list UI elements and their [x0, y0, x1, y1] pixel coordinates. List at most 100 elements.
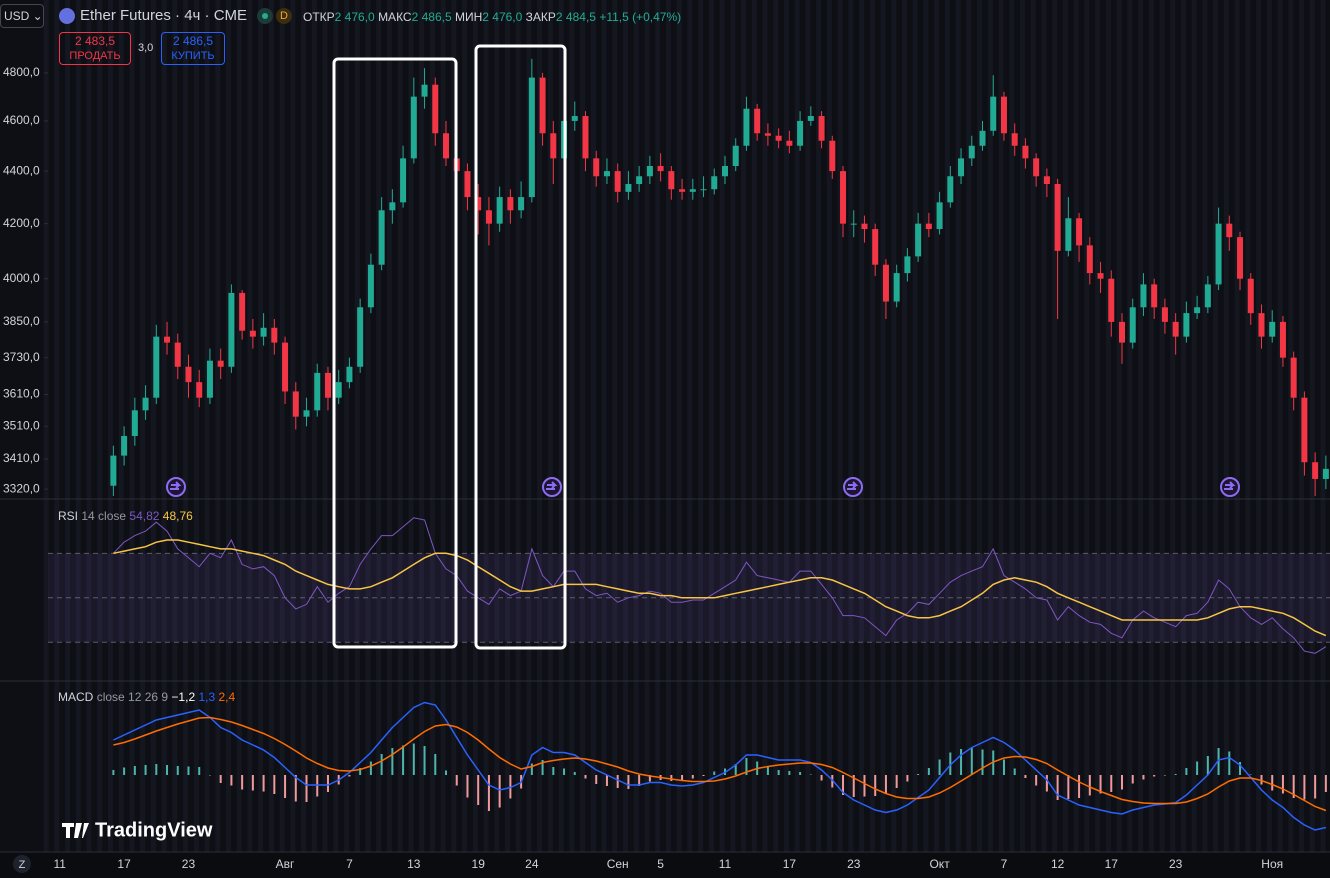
candle-body — [1312, 462, 1319, 479]
histogram-bar — [391, 748, 394, 775]
x-tick-label: 12 — [1051, 857, 1065, 871]
candle-body — [721, 165, 728, 177]
macd-title: MACD — [58, 690, 94, 704]
candle-body — [228, 292, 235, 367]
session-stripe — [462, 0, 468, 852]
session-stripe — [1277, 0, 1283, 852]
x-tick-label: 19 — [472, 857, 486, 871]
session-stripe — [1159, 0, 1165, 852]
histogram-bar — [155, 764, 158, 775]
histogram-bar — [466, 775, 469, 798]
histogram-bar — [745, 758, 748, 775]
candle-body — [539, 77, 546, 134]
candle-body — [1033, 158, 1040, 177]
histogram-bar — [831, 775, 834, 788]
candle-body — [668, 171, 675, 190]
session-stripe — [1138, 0, 1144, 852]
session-stripe — [676, 0, 682, 852]
candle-body — [1054, 184, 1061, 251]
watermark: TradingView — [62, 819, 213, 841]
x-tick-label: Сен — [607, 857, 629, 871]
histogram-bar — [852, 775, 855, 797]
candle-body — [947, 176, 954, 203]
candle-body — [335, 382, 342, 398]
candle-body — [1183, 313, 1190, 337]
y-tick-label: 3320,0 — [3, 481, 40, 495]
histogram-bar — [477, 775, 480, 805]
histogram-bar — [648, 775, 651, 782]
x-tick-label: 5 — [657, 857, 664, 871]
histogram-bar — [788, 771, 791, 775]
session-stripe — [741, 0, 747, 852]
candle-body — [818, 116, 825, 141]
session-stripe — [365, 0, 371, 852]
candle-body — [603, 171, 610, 177]
candle-body — [1108, 278, 1115, 322]
highlight-box — [332, 57, 458, 649]
session-stripe — [923, 0, 929, 852]
session-stripe — [1105, 0, 1111, 852]
session-stripe — [944, 0, 950, 852]
session-stripe — [1256, 0, 1262, 852]
session-stripe — [665, 0, 671, 852]
session-stripe — [344, 0, 350, 852]
histogram-bar — [359, 768, 362, 775]
histogram-bar — [198, 767, 201, 775]
candle-body — [153, 336, 160, 398]
candle-body — [775, 135, 782, 141]
histogram-bar — [1196, 761, 1199, 775]
session-stripe — [762, 0, 768, 852]
sell-button[interactable]: 2 483,5 ПРОДАТЬ — [59, 32, 131, 65]
histogram-bar — [1024, 775, 1027, 778]
candle-body — [711, 176, 718, 190]
histogram-bar — [820, 775, 823, 781]
histogram-bar — [981, 749, 984, 775]
candle-body — [1086, 245, 1093, 274]
histogram-bar — [434, 754, 437, 775]
buy-price: 2 486,5 — [172, 34, 214, 48]
histogram-bar — [809, 774, 812, 775]
session-stripe — [912, 0, 918, 852]
histogram-bar — [1314, 775, 1317, 799]
scale-button[interactable] — [13, 855, 31, 873]
candle-body — [1258, 313, 1265, 337]
y-tick-label: 3410,0 — [3, 451, 40, 465]
candle-body — [528, 77, 535, 198]
symbol-name[interactable]: Ether Futures · 4ч · CME — [80, 7, 248, 24]
currency-select[interactable]: USD ⌄ — [0, 4, 44, 28]
histogram-bar — [777, 770, 780, 775]
rsi-ma-readout: 48,76 — [162, 509, 193, 523]
candle-body — [1301, 397, 1308, 463]
session-stripe — [633, 0, 639, 852]
histogram-bar — [927, 768, 930, 775]
histogram-bar — [369, 761, 372, 775]
session-stripe — [172, 0, 178, 852]
session-stripe — [902, 0, 907, 852]
session-stripe — [998, 0, 1004, 852]
candle-body — [1237, 237, 1244, 279]
candle-body — [1290, 357, 1297, 398]
macd-readout: 1,3 — [198, 690, 216, 704]
macd-params: close 12 26 9 — [96, 690, 169, 704]
high-value: 2 486,5 — [411, 10, 452, 24]
candle-body — [550, 133, 557, 159]
session-stripe — [301, 0, 307, 852]
histogram-bar — [1228, 751, 1231, 775]
session-stripe — [558, 0, 564, 852]
candle-body — [206, 360, 213, 398]
buy-button[interactable]: 2 486,5 КУПИТЬ — [161, 32, 225, 65]
session-stripe — [1041, 0, 1047, 852]
candle-body — [389, 202, 396, 211]
session-stripe — [537, 0, 543, 852]
candle-body — [840, 171, 847, 224]
histogram-bar — [799, 772, 802, 775]
session-stripe — [65, 0, 71, 852]
candle-body — [1097, 273, 1104, 279]
histogram-bar — [1002, 759, 1005, 775]
candle-body — [271, 327, 278, 343]
candle-body — [958, 158, 965, 177]
watermark-text: TradingView — [95, 819, 213, 841]
y-tick-label: 3730,0 — [3, 350, 40, 364]
ohlc: ОТКР2 476,0 МАКС2 486,5 МИН2 476,0 ЗАКР2… — [303, 10, 681, 24]
